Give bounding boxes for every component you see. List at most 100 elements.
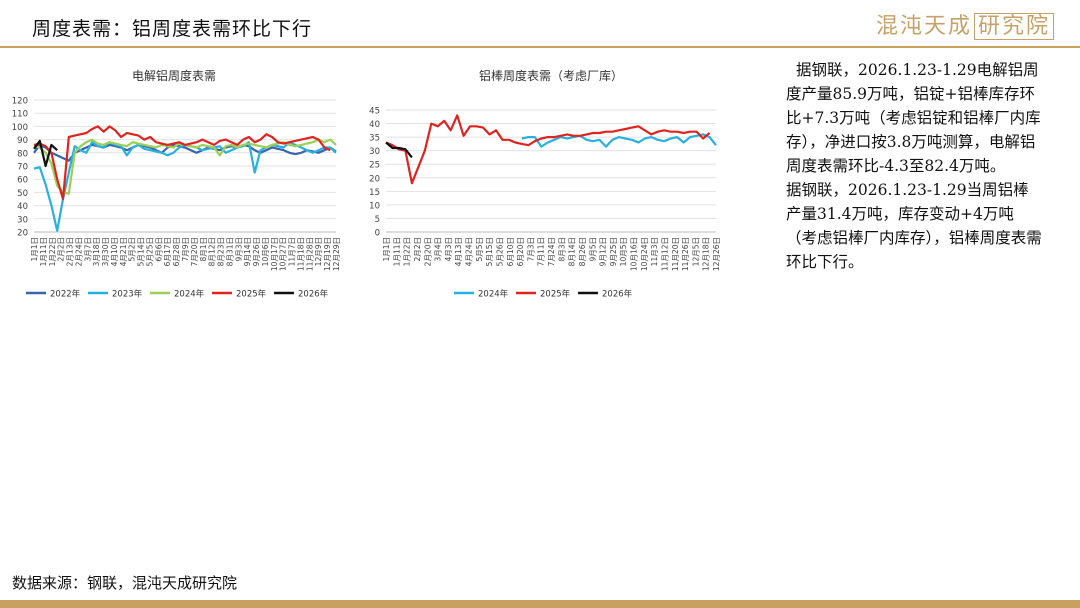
y-tick-label: 110: [12, 110, 28, 120]
legend-label: 2023年: [112, 289, 143, 300]
x-tick-label: 5月25日: [145, 237, 154, 266]
series-line: [385, 141, 413, 159]
y-tick-label: 40: [369, 120, 380, 130]
x-tick-label: 12月29日: [332, 237, 341, 271]
y-tick-label: 100: [12, 123, 28, 133]
x-tick-label: 3月18日: [92, 237, 101, 266]
x-tick-label: 11月20日: [671, 237, 680, 271]
series-line: [521, 133, 717, 148]
y-tick-label: 40: [17, 202, 28, 212]
y-tick-label: 30: [17, 215, 28, 225]
x-tick-label: 2月13日: [66, 237, 75, 266]
legend-label: 2025年: [540, 289, 571, 300]
x-tick-label: 12月9日: [314, 237, 323, 266]
x-tick-label: 9月25日: [609, 237, 618, 266]
chart-aluminum-demand: 电解铝周度表需 20 30 40 50 60 70 80 90 100 110 120 1月1日 1月1…: [4, 62, 344, 312]
header: 周度表需：铝周度表需环比下行 混沌天成 研究院: [0, 0, 1080, 48]
x-tick-label: 6月10日: [506, 237, 515, 266]
page-title: 周度表需：铝周度表需环比下行: [32, 18, 313, 40]
y-tick-label: 70: [17, 163, 28, 173]
x-tick-label: 6月17日: [163, 237, 172, 266]
legend-label: 2025年: [236, 289, 267, 300]
y-tick-label: 25: [369, 161, 380, 171]
legend-label: 2024年: [478, 289, 509, 300]
x-tick-label: 1月22日: [403, 237, 412, 266]
logo-boxed-text: 研究院: [973, 13, 1054, 40]
x-tick-label: 4月21日: [119, 237, 128, 266]
header-divider: [0, 46, 1080, 48]
x-tick-label: 9月26日: [252, 237, 261, 266]
x-tick-label: 11月26日: [681, 237, 690, 271]
y-tick-label: 50: [17, 189, 28, 199]
y-tick-label: 5: [375, 215, 380, 225]
x-tick-label: 11月12日: [660, 237, 669, 271]
x-tick-label: 7月24日: [547, 237, 556, 266]
x-tick-label: 2月20日: [423, 237, 432, 266]
x-tick-label: 5月5日: [475, 237, 484, 262]
x-tick-label: 11月7日: [288, 237, 297, 266]
x-tick-label: 6月20日: [516, 237, 525, 266]
x-tick-label: 1月11日: [392, 237, 401, 266]
x-tick-label: 3月7日: [83, 237, 92, 262]
chart-aluminum-rod-demand-svg: 0 5 10 15 20 25 30 35 40 45 1月1日 1月11日 1月22日 2月2日 2月20…: [369, 107, 721, 300]
x-tick-label: 2月2日: [57, 237, 66, 262]
x-tick-label: 4月13日: [454, 237, 463, 266]
x-tick-label: 1月1日: [30, 237, 39, 262]
x-tick-label: 4月10日: [110, 237, 119, 266]
x-tick-label: 4月24日: [465, 237, 474, 266]
x-tick-label: 10月5日: [619, 237, 628, 266]
series-line: [33, 141, 337, 232]
x-tick-label: 1月22日: [48, 237, 57, 266]
x-tick-label: 10月17日: [270, 237, 279, 271]
x-tick-label: 5月2日: [128, 237, 137, 262]
x-tick-label: 6月6日: [154, 237, 163, 262]
x-tick-label: 8月12日: [208, 237, 217, 266]
x-tick-label: 4月3日: [444, 237, 453, 262]
x-tick-label: 2月2日: [413, 237, 422, 262]
y-tick-label: 20: [17, 229, 28, 239]
x-tick-label: 10月27日: [279, 237, 288, 271]
x-tick-label: 8月3日: [557, 237, 566, 262]
commentary: 据钢联，2026.1.23-1.29电解铝周度产量85.9万吨，铝锭+铝棒库存环…: [786, 58, 1044, 274]
x-tick-label: 3月4日: [434, 237, 443, 262]
logo-text: 混沌天成: [875, 14, 972, 39]
x-tick-label: 5月26日: [495, 237, 504, 266]
x-tick-label: 8月31日: [225, 237, 234, 266]
x-tick-label: 11月3日: [650, 237, 659, 266]
x-tick-label: 12月18日: [702, 237, 711, 271]
commentary-paragraph-2: 据钢联，2026.1.23-1.29当周铝棒产量31.4万吨，库存变动+4万吨（…: [786, 181, 1042, 271]
x-tick-label: 10月16日: [630, 237, 639, 271]
series-line: [385, 114, 711, 185]
x-tick-label: 12月26日: [712, 237, 721, 271]
x-tick-label: 12月19日: [323, 237, 332, 271]
y-tick-label: 45: [369, 107, 380, 117]
y-tick-label: 80: [17, 149, 28, 159]
x-tick-label: 2月24日: [74, 237, 83, 266]
y-tick-label: 60: [17, 176, 28, 186]
x-tick-label: 7月3日: [526, 237, 535, 262]
legend-label: 2026年: [298, 289, 329, 300]
footer-bar: [0, 600, 1080, 608]
y-tick-label: 35: [369, 134, 380, 144]
brand-logo: 混沌天成 研究院: [876, 8, 1054, 40]
series-line: [33, 139, 58, 168]
series-line: [33, 143, 337, 162]
x-tick-label: 6月28日: [172, 237, 181, 266]
y-tick-label: 10: [369, 201, 380, 211]
x-tick-label: 9月3日: [234, 237, 243, 262]
chart-title: 电解铝周度表需: [131, 69, 216, 83]
x-tick-label: 12月5日: [691, 237, 700, 266]
x-tick-label: 8月23日: [217, 237, 226, 266]
x-tick-label: 11月28日: [305, 237, 314, 271]
x-tick-label: 7月20日: [190, 237, 199, 266]
x-tick-label: 8月14日: [568, 237, 577, 266]
x-tick-label: 10月6日: [261, 237, 270, 266]
y-tick-label: 30: [369, 147, 380, 157]
x-tick-label: 5月14日: [137, 237, 146, 266]
y-tick-label: 20: [369, 174, 380, 184]
y-tick-label: 15: [369, 188, 380, 198]
y-tick-label: 90: [17, 136, 28, 146]
x-tick-label: 7月9日: [181, 237, 190, 262]
data-source: 数据来源：钢联，混沌天成研究院: [12, 574, 238, 592]
